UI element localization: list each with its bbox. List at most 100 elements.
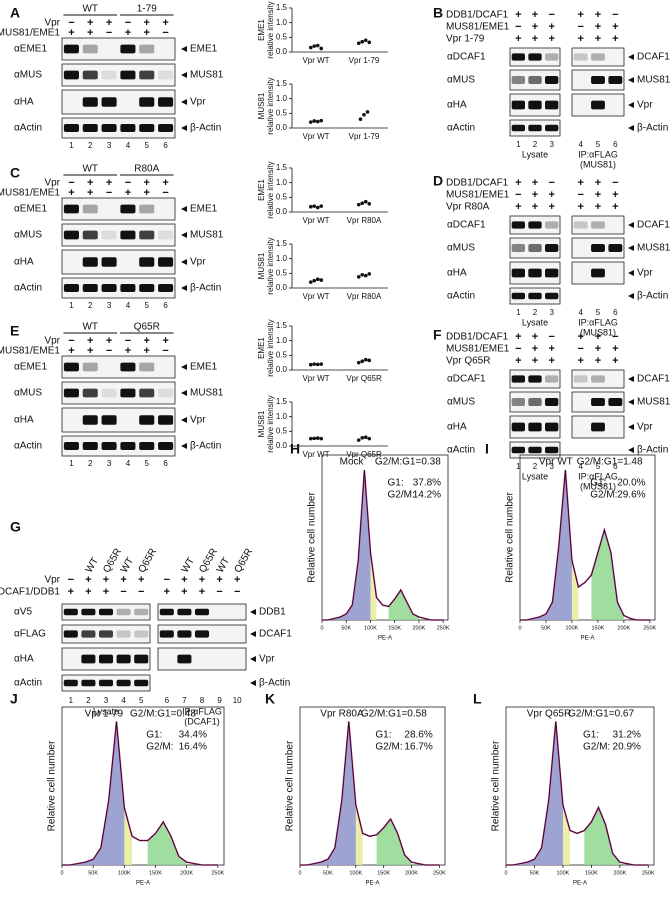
panel-letter: L bbox=[473, 691, 482, 707]
antibody-label: αActin bbox=[14, 283, 42, 294]
band bbox=[120, 44, 136, 54]
band bbox=[81, 608, 96, 616]
data-point bbox=[312, 119, 317, 123]
antibody-label: αMUS bbox=[14, 388, 42, 399]
band bbox=[194, 608, 210, 616]
arrow bbox=[181, 206, 187, 212]
caption: Lysate bbox=[93, 706, 119, 716]
target-label: Vpr bbox=[190, 415, 206, 426]
phase-area bbox=[584, 807, 620, 865]
y-axis-label: EME1 bbox=[257, 337, 266, 359]
condition-sign: − bbox=[577, 21, 583, 33]
condition-sign: + bbox=[595, 331, 601, 343]
target-label: Vpr bbox=[637, 268, 653, 279]
condition-label: MUS81/EME1 bbox=[446, 190, 510, 201]
arrow bbox=[628, 125, 634, 131]
arrow bbox=[628, 270, 634, 276]
antibody-label: αHA bbox=[14, 97, 34, 108]
target-label: DCAF1 bbox=[259, 629, 292, 640]
condition-sign: − bbox=[68, 335, 74, 347]
band bbox=[545, 124, 559, 132]
g2m-value: 29.6% bbox=[617, 490, 645, 501]
condition-sign: + bbox=[68, 345, 74, 357]
condition-sign: + bbox=[199, 574, 205, 586]
antibody-label: αDCAF1 bbox=[447, 52, 486, 63]
panel-letter: H bbox=[290, 441, 300, 457]
band bbox=[101, 230, 117, 240]
condition-label: Vpr 1-79 bbox=[446, 34, 485, 45]
y-tick-label: 1.0 bbox=[276, 18, 288, 27]
antibody-label: αEME1 bbox=[14, 362, 47, 373]
group-label: Q65R bbox=[134, 322, 160, 333]
band bbox=[139, 284, 155, 292]
band bbox=[134, 679, 149, 687]
g2m-label: G2/M: bbox=[375, 742, 402, 753]
caption: Lysate bbox=[522, 317, 548, 327]
x-tick-label: 250K bbox=[437, 625, 450, 631]
target-label: EME1 bbox=[190, 204, 218, 215]
blot-strip bbox=[61, 435, 176, 457]
y-axis-label: Relative cell number bbox=[307, 492, 318, 583]
x-tick-label: 100K bbox=[556, 870, 569, 876]
band bbox=[82, 204, 98, 214]
condition-label: MUS81/EME1 bbox=[0, 188, 60, 199]
band bbox=[158, 415, 174, 425]
blot-strip bbox=[61, 355, 176, 379]
lane-number: 4 bbox=[126, 301, 131, 310]
band bbox=[511, 53, 525, 61]
band bbox=[511, 76, 525, 84]
target-label: MUS81 bbox=[637, 75, 671, 86]
band bbox=[63, 44, 79, 54]
condition-sign: + bbox=[144, 187, 150, 199]
band bbox=[120, 284, 136, 292]
y-tick-label: 0.5 bbox=[276, 268, 288, 277]
condition-sign: + bbox=[548, 189, 554, 201]
data-point bbox=[312, 362, 317, 366]
antibody-label: αEME1 bbox=[14, 44, 47, 55]
y-tick-label: 0.0 bbox=[276, 207, 288, 216]
band bbox=[120, 362, 136, 372]
y-tick-label: 1.0 bbox=[276, 94, 288, 103]
band bbox=[134, 630, 149, 638]
condition-sign: + bbox=[577, 9, 583, 21]
target-label: β-Actin bbox=[190, 283, 221, 294]
condition-label: MUS81/EME1 bbox=[446, 344, 510, 355]
y-tick-label: 1.5 bbox=[276, 239, 288, 248]
lane-number: 5 bbox=[145, 301, 150, 310]
band bbox=[81, 654, 96, 664]
panel-letter: G bbox=[10, 519, 21, 535]
arrow bbox=[628, 54, 634, 60]
band bbox=[177, 608, 192, 616]
blot-strip bbox=[61, 407, 176, 433]
data-point bbox=[367, 201, 372, 206]
band bbox=[573, 375, 588, 383]
histogram-line bbox=[520, 469, 650, 621]
panel-letter: A bbox=[10, 5, 20, 21]
y-tick-label: 0.5 bbox=[276, 350, 288, 359]
band bbox=[81, 630, 96, 638]
y-tick-label: 0.0 bbox=[276, 47, 288, 56]
data-point bbox=[360, 39, 365, 44]
band bbox=[82, 124, 98, 132]
lane-number: 4 bbox=[578, 308, 583, 317]
target-label: β-Actin bbox=[637, 291, 668, 302]
condition-sign: − bbox=[548, 331, 554, 343]
lane-number: 5 bbox=[596, 462, 601, 471]
g2m-value: 16.4% bbox=[179, 742, 207, 753]
arrow bbox=[628, 245, 634, 251]
arrow bbox=[181, 390, 187, 396]
plot-frame bbox=[519, 454, 656, 621]
arrow bbox=[181, 364, 187, 370]
band bbox=[158, 70, 174, 80]
caption: IP:αFLAG bbox=[578, 471, 618, 481]
antibody-label: αHA bbox=[447, 422, 467, 433]
condition-sign: + bbox=[595, 343, 601, 355]
target-label: Vpr bbox=[637, 422, 653, 433]
condition-sign: + bbox=[164, 586, 170, 598]
band bbox=[134, 608, 149, 616]
arrow bbox=[181, 417, 187, 423]
data-point bbox=[315, 119, 320, 124]
arrow bbox=[628, 222, 634, 228]
phase-area bbox=[147, 821, 187, 865]
condition-sign: − bbox=[125, 17, 131, 29]
